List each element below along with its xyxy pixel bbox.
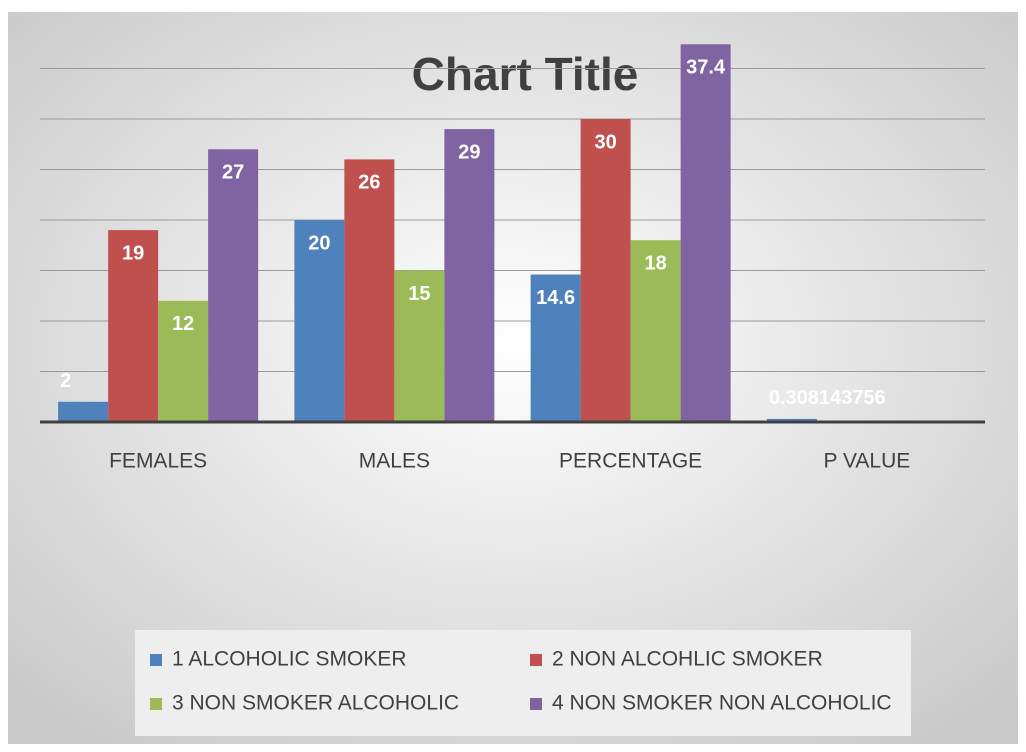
data-label: 19 [122,242,144,264]
data-label: 2 [60,370,71,392]
data-label: 26 [358,172,380,194]
x-tick-label: PERCENTAGE [559,450,702,473]
legend-box [135,630,911,736]
data-label: 14.6 [536,287,575,309]
data-label: 15 [408,283,430,305]
legend-swatch [530,654,542,666]
legend-swatch [150,654,162,666]
legend-label: 4 NON SMOKER NON ALCOHOLIC [552,692,892,715]
x-tick-label: MALES [359,450,430,473]
bar [294,220,345,422]
bar [630,240,681,422]
data-label: 12 [172,313,194,335]
data-label: 18 [645,252,667,274]
bar [394,270,445,422]
bar [444,129,495,422]
legend-label: 3 NON SMOKER ALCOHOLIC [172,692,459,715]
legend-swatch [530,698,542,710]
bar [344,159,395,422]
bar [766,418,817,422]
data-label: 0.308143756 [769,387,886,409]
bar [208,149,259,423]
bar [158,300,209,422]
x-tick-label: FEMALES [109,450,207,473]
bar [530,274,581,422]
data-label: 29 [458,141,480,163]
bar [58,401,109,422]
data-label: 20 [308,232,330,254]
chart-title: Chart Title [412,48,639,100]
legend-label: 1 ALCOHOLIC SMOKER [172,648,407,671]
bar [580,119,631,422]
data-label: 30 [595,131,617,153]
legend-swatch [150,698,162,710]
data-label: 37.4 [686,57,726,79]
bar [680,44,731,422]
legend-label: 2 NON ALCOHLIC SMOKER [552,648,823,671]
bar [108,230,159,422]
data-label: 27 [222,162,244,184]
x-tick-label: P VALUE [823,450,910,473]
